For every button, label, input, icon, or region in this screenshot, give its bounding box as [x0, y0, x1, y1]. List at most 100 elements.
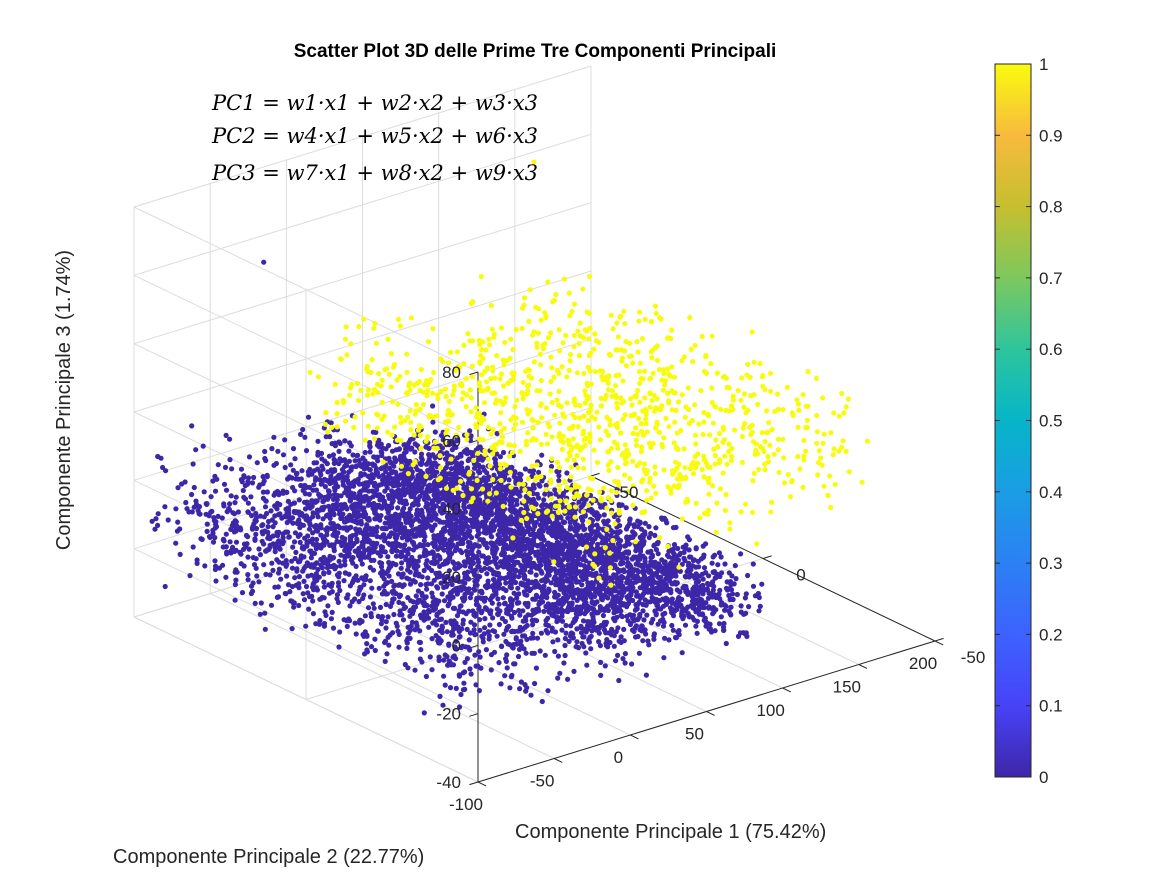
data-point: [709, 560, 715, 566]
data-point: [409, 502, 415, 508]
data-point: [434, 559, 440, 565]
data-point: [326, 492, 333, 498]
data-point: [497, 581, 503, 587]
data-point: [700, 576, 706, 582]
data-point: [265, 524, 271, 530]
data-point: [351, 491, 357, 497]
data-point: [709, 580, 716, 586]
data-point: [631, 524, 637, 530]
data-point: [252, 537, 258, 543]
data-point: [377, 492, 383, 498]
data-point: [227, 436, 233, 442]
data-point: [265, 529, 271, 536]
data-point: [300, 426, 306, 433]
data-point: [544, 573, 550, 580]
data-point: [412, 449, 418, 455]
data-point: [271, 541, 277, 547]
data-point: [598, 551, 604, 557]
data-point: [552, 487, 558, 493]
y-tick-mark: [934, 637, 944, 642]
data-point: [245, 572, 251, 578]
data-point: [401, 533, 407, 539]
data-point: [479, 596, 485, 602]
data-point: [344, 473, 350, 480]
data-point: [396, 446, 402, 452]
z-tick-mark: [469, 781, 479, 786]
data-point: [423, 594, 429, 600]
data-point: [498, 559, 504, 565]
data-point: [417, 554, 423, 560]
data-point: [380, 445, 386, 451]
data-point: [313, 475, 319, 481]
data-point: [285, 498, 291, 504]
data-point: [750, 561, 756, 567]
data-point: [403, 449, 409, 455]
data-point: [454, 591, 460, 597]
data-point: [265, 518, 272, 525]
data-point: [377, 497, 383, 503]
data-point: [335, 524, 341, 530]
data-point: [406, 546, 412, 552]
data-point: [405, 557, 411, 563]
data-point: [431, 514, 437, 520]
data-point: [382, 549, 388, 555]
data-point: [424, 520, 430, 526]
data-point: [706, 604, 712, 610]
data-point: [418, 647, 424, 653]
data-point: [219, 515, 225, 521]
data-point: [253, 565, 259, 571]
data-point: [274, 529, 280, 536]
data-point: [562, 635, 569, 642]
data-point: [311, 587, 317, 593]
data-point: [444, 582, 450, 588]
data-point: [342, 457, 348, 463]
data-point: [487, 559, 493, 565]
data-point: [555, 599, 562, 605]
data-point: [602, 622, 608, 628]
data-point: [230, 520, 236, 526]
data-point: [193, 498, 199, 504]
data-point: [485, 629, 491, 635]
grid-line: [133, 616, 479, 783]
data-point: [553, 614, 560, 621]
data-point: [370, 601, 376, 607]
data-point: [378, 466, 384, 472]
data-point: [275, 448, 281, 454]
z-tick-mark: [469, 371, 479, 376]
data-point: [477, 654, 483, 660]
grid-line: [305, 558, 764, 700]
data-point: [573, 644, 579, 650]
data-point: [401, 605, 407, 612]
data-point: [366, 546, 372, 552]
data-point: [522, 624, 529, 630]
data-point: [492, 457, 498, 463]
data-point: [353, 518, 359, 524]
data-point: [263, 571, 269, 578]
data-point: [246, 546, 252, 552]
data-point: [270, 567, 276, 574]
data-point: [709, 594, 716, 600]
data-point: [661, 655, 667, 661]
data-point: [361, 509, 367, 516]
data-point: [624, 604, 630, 610]
data-point: [662, 597, 669, 604]
data-point: [472, 611, 479, 617]
data-point: [545, 558, 551, 564]
data-point: [233, 494, 239, 500]
data-point: [529, 548, 535, 554]
data-point: [462, 509, 468, 515]
data-point: [572, 575, 578, 581]
data-point: [212, 488, 219, 494]
data-point: [578, 515, 584, 521]
data-point: [227, 457, 233, 463]
data-point: [451, 653, 457, 659]
data-point: [624, 555, 630, 562]
data-point: [447, 553, 453, 559]
data-point: [163, 468, 169, 474]
data-point: [626, 594, 633, 600]
data-point: [324, 565, 331, 571]
data-point: [527, 560, 533, 566]
data-point: [349, 599, 355, 605]
data-point: [491, 649, 498, 655]
data-point: [363, 463, 369, 470]
